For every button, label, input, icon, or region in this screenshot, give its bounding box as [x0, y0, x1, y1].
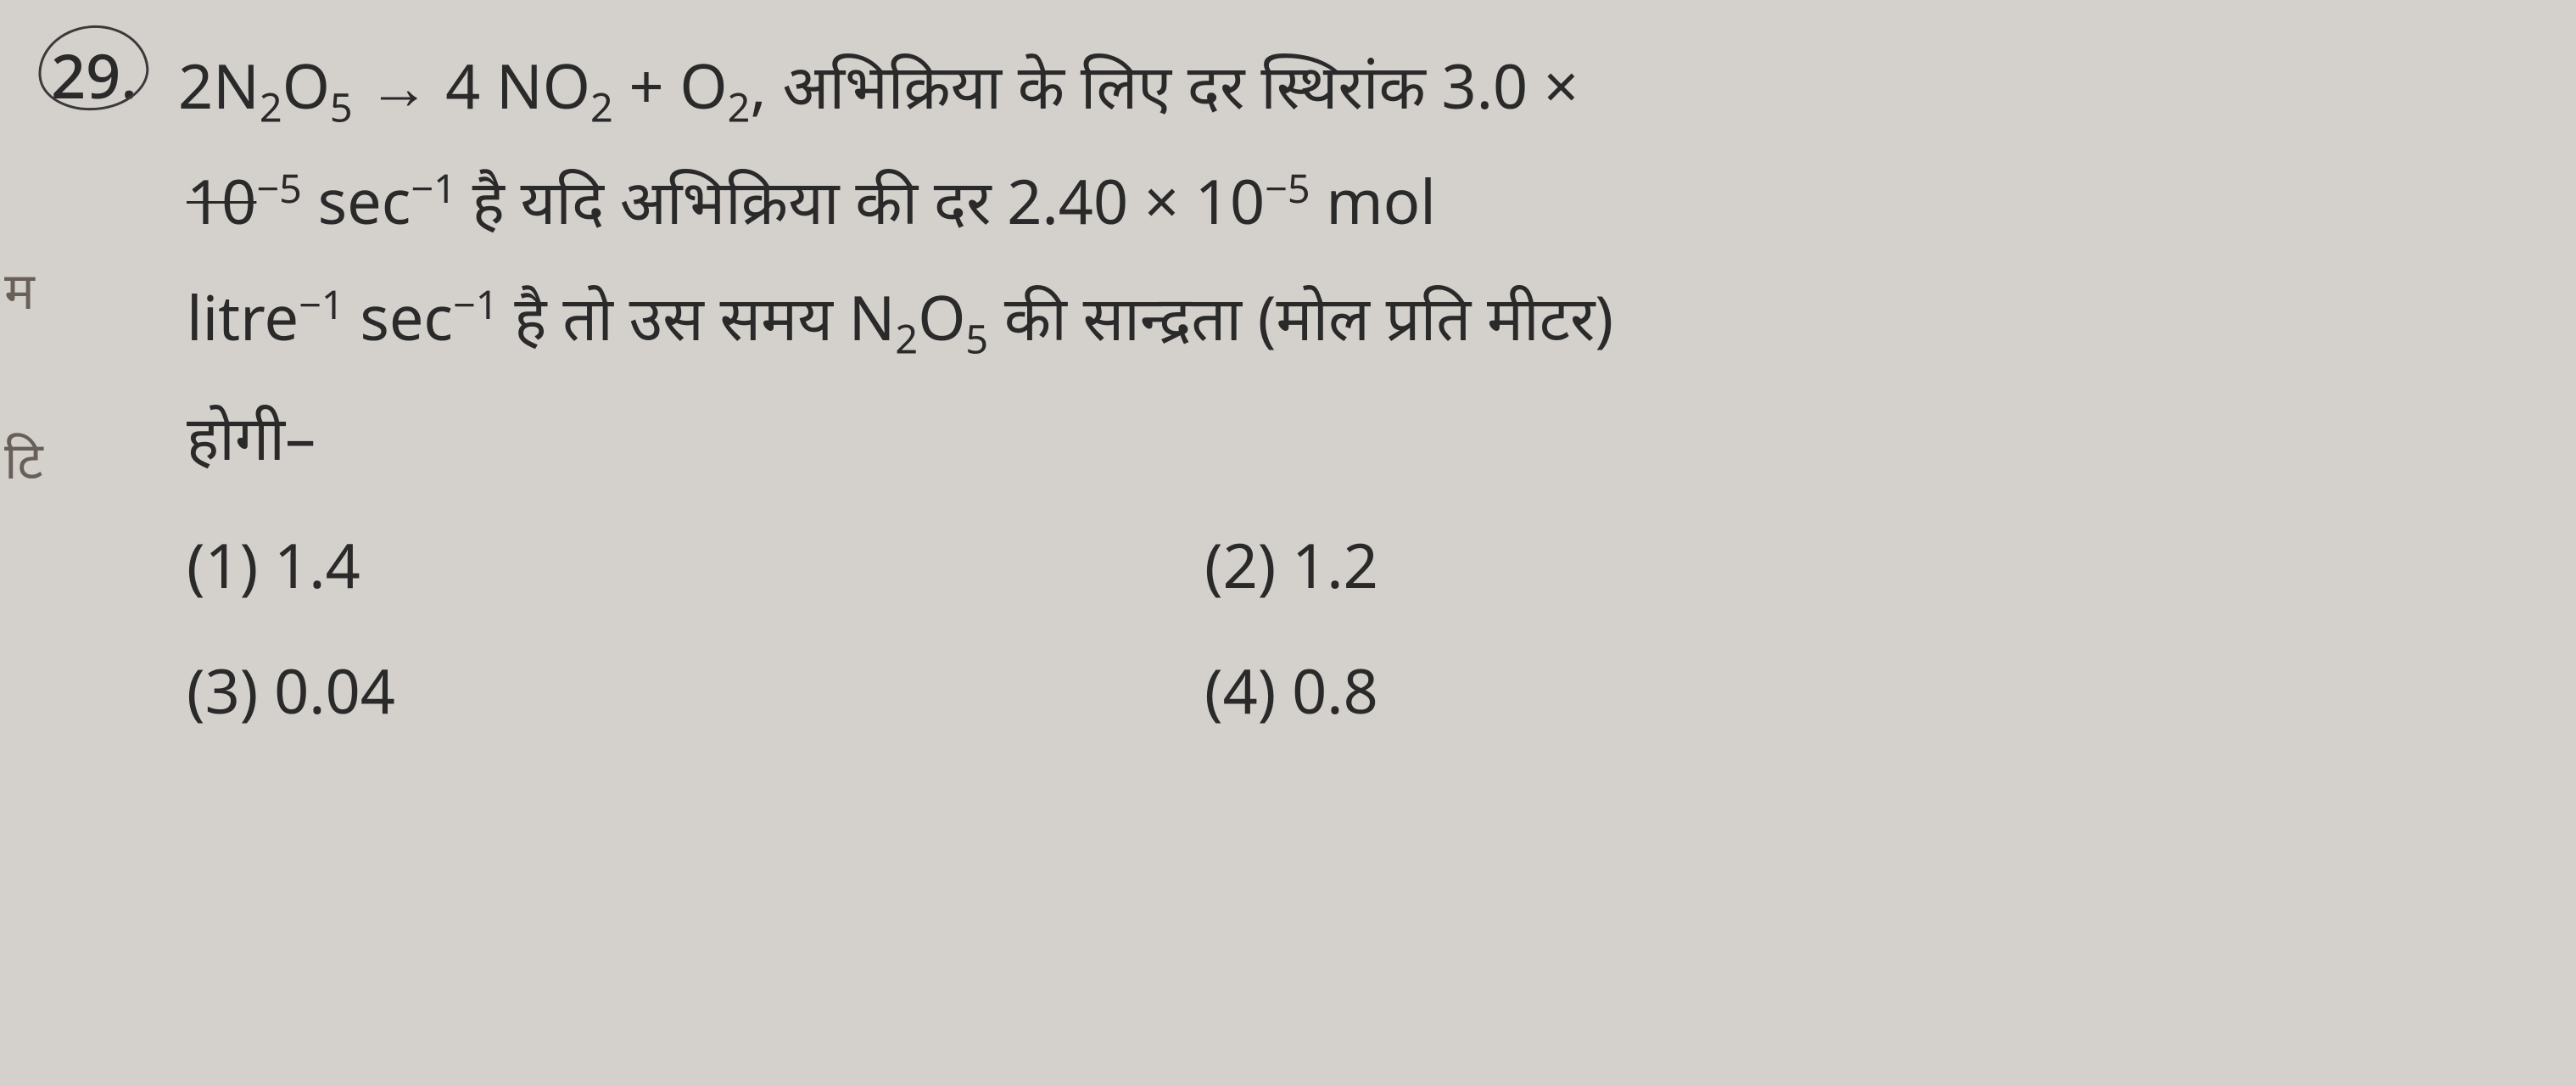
- formula-text: litre: [187, 276, 299, 359]
- margin-annotation-1: म: [4, 255, 35, 324]
- formula-text: → 4 NO: [353, 44, 590, 127]
- formula-text: 2N: [178, 44, 260, 127]
- exam-question-page: म टि 29. 2N2O5 → 4 NO2 + O2, अभिक्रिया क…: [0, 0, 2576, 809]
- superscript: −1: [453, 277, 499, 331]
- question-line-1: 2N2O5 → 4 NO2 + O2, अभिक्रिया के लिए दर …: [178, 34, 2525, 141]
- question-line-3: litre−1 sec−1 है तो उस समय N2O5 की सान्द…: [187, 266, 2525, 372]
- question-text: है यदि अभिक्रिया की दर 2.40 × 10: [456, 160, 1265, 243]
- question-header: 29. 2N2O5 → 4 NO2 + O2, अभिक्रिया के लिए…: [51, 34, 2525, 141]
- superscript: −5: [1265, 160, 1310, 215]
- subscript: 5: [330, 79, 353, 133]
- superscript: −1: [299, 277, 344, 331]
- question-text: होगी–: [187, 395, 316, 479]
- formula-text-struck: 10: [187, 160, 256, 243]
- formula-text: sec: [302, 160, 411, 243]
- options-container: (1) 1.4 (2) 1.2 (3) 0.04 (4) 0.8: [187, 523, 2525, 732]
- superscript: −1: [411, 160, 456, 215]
- formula-text: sec: [344, 276, 453, 359]
- question-number: 29.: [51, 34, 153, 117]
- formula-text: + O: [613, 44, 728, 127]
- option-3[interactable]: (3) 0.04: [187, 649, 1204, 732]
- subscript: 5: [965, 311, 988, 366]
- option-4[interactable]: (4) 0.8: [1204, 649, 2222, 732]
- formula-text: mol: [1310, 160, 1436, 243]
- subscript: 2: [728, 79, 751, 133]
- option-1[interactable]: (1) 1.4: [187, 523, 1204, 607]
- question-text: की सान्द्रता (मोल प्रति मीटर): [988, 276, 1613, 359]
- question-text: है तो उस समय N: [499, 276, 896, 359]
- formula-text: O: [918, 276, 965, 359]
- subscript: 2: [895, 311, 918, 366]
- formula-text: O: [282, 44, 330, 127]
- option-2[interactable]: (2) 1.2: [1204, 523, 2222, 607]
- subscript: 2: [260, 79, 282, 133]
- superscript: −5: [256, 160, 302, 215]
- options-row-1: (1) 1.4 (2) 1.2: [187, 523, 2525, 607]
- margin-annotation-2: टि: [4, 424, 43, 494]
- subscript: 2: [590, 79, 613, 133]
- options-row-2: (3) 0.04 (4) 0.8: [187, 649, 2525, 732]
- question-line-4: होगी–: [187, 385, 2525, 489]
- question-text: , अभिक्रिया के लिए दर स्थिरांक 3.0 ×: [750, 44, 1579, 127]
- question-line-2: 10−5 sec−1 है यदि अभिक्रिया की दर 2.40 ×…: [187, 149, 2525, 253]
